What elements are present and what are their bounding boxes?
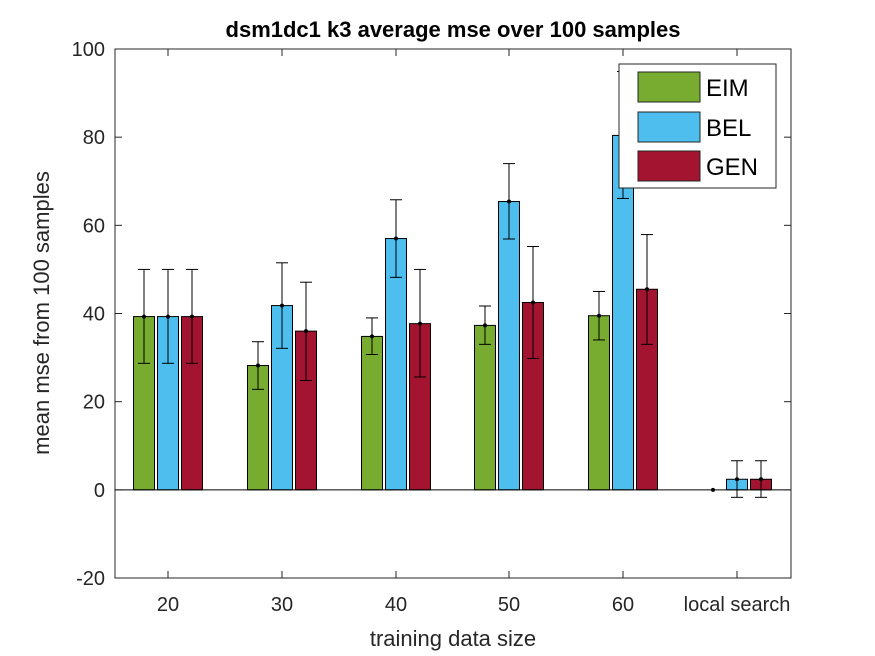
legend-swatch-eim bbox=[637, 71, 701, 103]
legend-label-eim: EIM bbox=[706, 75, 749, 102]
y-tick-label: 0 bbox=[94, 480, 105, 502]
x-tick-label: 40 bbox=[385, 594, 407, 616]
error-bar-gen-60 bbox=[641, 234, 653, 345]
error-bar-gen-40 bbox=[414, 268, 426, 378]
y-axis-ticks: -20 0 20 40 60 80 100 bbox=[72, 39, 791, 590]
y-tick-label: -20 bbox=[76, 568, 105, 590]
error-bar-gen-50 bbox=[527, 245, 539, 359]
y-tick-label: 100 bbox=[72, 39, 105, 61]
error-bar-eim-30 bbox=[252, 341, 264, 390]
x-tick-label: 30 bbox=[271, 594, 293, 616]
bar-bel-50 bbox=[498, 201, 520, 491]
error-bar-eim-20 bbox=[138, 268, 150, 364]
legend-label-gen: GEN bbox=[706, 154, 758, 181]
error-bar-bel-20 bbox=[162, 268, 174, 364]
error-bar-gen-30 bbox=[300, 281, 312, 382]
y-tick-label: 20 bbox=[83, 392, 105, 414]
error-bar-bel-50 bbox=[503, 163, 515, 240]
error-bar-bel-40 bbox=[390, 199, 402, 278]
y-tick-label: 60 bbox=[83, 215, 105, 237]
error-bar-eim-40 bbox=[366, 317, 378, 355]
x-tick-label: 50 bbox=[498, 594, 520, 616]
error-bar-eim-local-search bbox=[711, 487, 715, 492]
legend-label-bel: BEL bbox=[706, 115, 751, 142]
bars-layer bbox=[133, 134, 772, 491]
x-tick-label: local search bbox=[684, 594, 791, 616]
bar-eim-60 bbox=[588, 315, 610, 491]
x-axis-ticks: 20 30 40 50 60 local search bbox=[157, 49, 790, 616]
error-bar-bel-30 bbox=[276, 262, 288, 349]
error-bar-gen-20 bbox=[186, 268, 198, 364]
y-tick-label: 80 bbox=[83, 127, 105, 149]
legend: EIM BEL GEN bbox=[618, 63, 777, 189]
x-tick-label: 20 bbox=[157, 594, 179, 616]
error-bar-bel-local-search bbox=[731, 460, 743, 498]
legend-swatch-gen bbox=[637, 150, 701, 182]
bar-eim-40 bbox=[361, 335, 383, 491]
x-tick-label: 60 bbox=[612, 594, 634, 616]
x-axis-label: training data size bbox=[370, 626, 536, 651]
bar-eim-50 bbox=[474, 324, 496, 491]
legend-swatch-bel bbox=[637, 111, 701, 143]
error-bar-gen-local-search bbox=[755, 460, 767, 498]
y-tick-label: 40 bbox=[83, 304, 105, 326]
y-axis-label: mean mse from 100 samples bbox=[29, 171, 54, 455]
error-bar-eim-50 bbox=[479, 305, 491, 345]
chart-title: dsm1dc1 k3 average mse over 100 samples bbox=[226, 17, 681, 42]
error-bar-eim-60 bbox=[593, 290, 605, 341]
